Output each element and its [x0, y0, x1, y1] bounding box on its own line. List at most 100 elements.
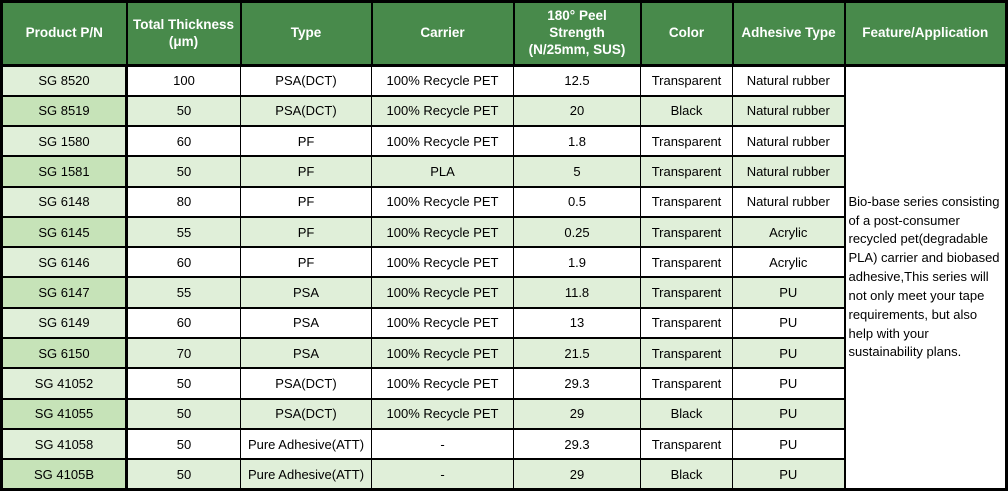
type-cell: PSA(DCT) — [240, 94, 372, 128]
product-pn-cell: SG 41052 — [1, 367, 128, 400]
adhesive-type-cell: Natural rubber — [732, 125, 845, 158]
product-pn-cell: SG 41058 — [1, 427, 128, 461]
type-cell: PSA — [240, 276, 372, 309]
peel-strength-cell: 12.5 — [513, 64, 641, 97]
carrier-cell: 100% Recycle PET — [371, 306, 514, 340]
type-cell: PSA(DCT) — [240, 397, 372, 430]
thickness-cell: 50 — [126, 367, 241, 400]
adhesive-type-cell: PU — [732, 427, 845, 461]
peel-strength-cell: 29 — [513, 397, 641, 430]
column-header-total-thickness: Total Thickness (μm) — [125, 0, 242, 67]
product-pn-cell: SG 6145 — [1, 215, 128, 249]
column-header-peel-strength: 180° Peel Strength (N/25mm, SUS) — [512, 0, 642, 67]
type-cell: Pure Adhesive(ATT) — [240, 458, 372, 491]
table-row: SG 6145 55 PF 100% Recycle PET 0.25 Tran… — [1, 215, 1007, 249]
peel-strength-cell: 1.9 — [513, 246, 641, 279]
type-cell: PF — [240, 155, 372, 188]
color-cell: Black — [640, 458, 733, 491]
column-header-type: Type — [239, 0, 373, 67]
adhesive-type-cell: Natural rubber — [732, 155, 845, 188]
table-row: SG 6148 80 PF 100% Recycle PET 0.5 Trans… — [1, 185, 1007, 218]
peel-strength-cell: 21.5 — [513, 337, 641, 370]
column-header-feature-application: Feature/Application — [843, 0, 1008, 67]
product-pn-cell: SG 41055 — [1, 397, 128, 430]
carrier-cell: 100% Recycle PET — [371, 246, 514, 279]
type-cell: PF — [240, 125, 372, 158]
carrier-cell: 100% Recycle PET — [371, 215, 514, 249]
adhesive-type-cell: PU — [732, 367, 845, 400]
thickness-cell: 80 — [126, 185, 241, 218]
thickness-cell: 50 — [126, 458, 241, 491]
product-pn-cell: SG 6146 — [1, 246, 128, 279]
color-cell: Transparent — [640, 337, 733, 370]
carrier-cell: 100% Recycle PET — [371, 185, 514, 218]
peel-strength-cell: 29.3 — [513, 367, 641, 400]
color-cell: Transparent — [640, 125, 733, 158]
thickness-cell: 55 — [126, 276, 241, 309]
thickness-cell: 55 — [126, 215, 241, 249]
color-cell: Transparent — [640, 64, 733, 97]
product-pn-cell: SG 4105B — [1, 458, 128, 491]
product-pn-cell: SG 1581 — [1, 155, 128, 188]
column-header-color: Color — [639, 0, 734, 67]
color-cell: Black — [640, 94, 733, 128]
peel-strength-cell: 1.8 — [513, 125, 641, 158]
adhesive-type-cell: Natural rubber — [732, 185, 845, 218]
adhesive-type-cell: Natural rubber — [732, 94, 845, 128]
adhesive-type-cell: PU — [732, 397, 845, 430]
header-row: Product P/N Total Thickness (μm) Type Ca… — [0, 0, 1008, 67]
product-pn-cell: SG 8519 — [1, 94, 128, 128]
color-cell: Transparent — [640, 367, 733, 400]
carrier-cell: 100% Recycle PET — [371, 94, 514, 128]
table-header: Product P/N Total Thickness (μm) Type Ca… — [0, 0, 1008, 67]
carrier-cell: 100% Recycle PET — [371, 367, 514, 400]
table-row: SG 41055 50 PSA(DCT) 100% Recycle PET 29… — [1, 397, 1007, 430]
adhesive-type-cell: Natural rubber — [732, 64, 845, 97]
type-cell: PF — [240, 246, 372, 279]
peel-strength-cell: 20 — [513, 94, 641, 128]
thickness-cell: 60 — [126, 306, 241, 340]
peel-strength-cell: 11.8 — [513, 276, 641, 309]
product-pn-cell: SG 6148 — [1, 185, 128, 218]
thickness-cell: 100 — [126, 64, 241, 97]
table-row: SG 41058 50 Pure Adhesive(ATT) - 29.3 Tr… — [1, 427, 1007, 461]
adhesive-type-cell: Acrylic — [732, 215, 845, 249]
color-cell: Transparent — [640, 306, 733, 340]
thickness-cell: 50 — [126, 397, 241, 430]
color-cell: Transparent — [640, 427, 733, 461]
table-row: SG 8519 50 PSA(DCT) 100% Recycle PET 20 … — [1, 94, 1007, 128]
adhesive-type-cell: PU — [732, 306, 845, 340]
color-cell: Transparent — [640, 276, 733, 309]
carrier-cell: 100% Recycle PET — [371, 337, 514, 370]
thickness-cell: 70 — [126, 337, 241, 370]
column-header-carrier: Carrier — [370, 0, 515, 67]
adhesive-type-cell: PU — [732, 337, 845, 370]
thickness-cell: 50 — [126, 155, 241, 188]
peel-strength-cell: 29 — [513, 458, 641, 491]
color-cell: Transparent — [640, 215, 733, 249]
type-cell: PSA(DCT) — [240, 64, 372, 97]
color-cell: Transparent — [640, 246, 733, 279]
adhesive-type-cell: PU — [732, 458, 845, 491]
adhesive-type-cell: Acrylic — [732, 246, 845, 279]
column-header-adhesive-type: Adhesive Type — [731, 0, 846, 67]
type-cell: PSA(DCT) — [240, 367, 372, 400]
feature-application-cell: Bio-base series consisting of a post-con… — [843, 64, 1007, 491]
carrier-cell: 100% Recycle PET — [371, 64, 514, 97]
table-row: SG 6146 60 PF 100% Recycle PET 1.9 Trans… — [1, 246, 1007, 279]
thickness-cell: 60 — [126, 246, 241, 279]
type-cell: Pure Adhesive(ATT) — [240, 427, 372, 461]
carrier-cell: 100% Recycle PET — [371, 125, 514, 158]
type-cell: PSA — [240, 337, 372, 370]
table-row: SG 6150 70 PSA 100% Recycle PET 21.5 Tra… — [1, 337, 1007, 370]
table-body: SG 8520 100 PSA(DCT) 100% Recycle PET 12… — [1, 64, 1007, 491]
adhesive-type-cell: PU — [732, 276, 845, 309]
carrier-cell: - — [371, 458, 514, 491]
thickness-cell: 50 — [126, 427, 241, 461]
type-cell: PF — [240, 185, 372, 218]
color-cell: Transparent — [640, 155, 733, 188]
peel-strength-cell: 29.3 — [513, 427, 641, 461]
table-row: SG 41052 50 PSA(DCT) 100% Recycle PET 29… — [1, 367, 1007, 400]
